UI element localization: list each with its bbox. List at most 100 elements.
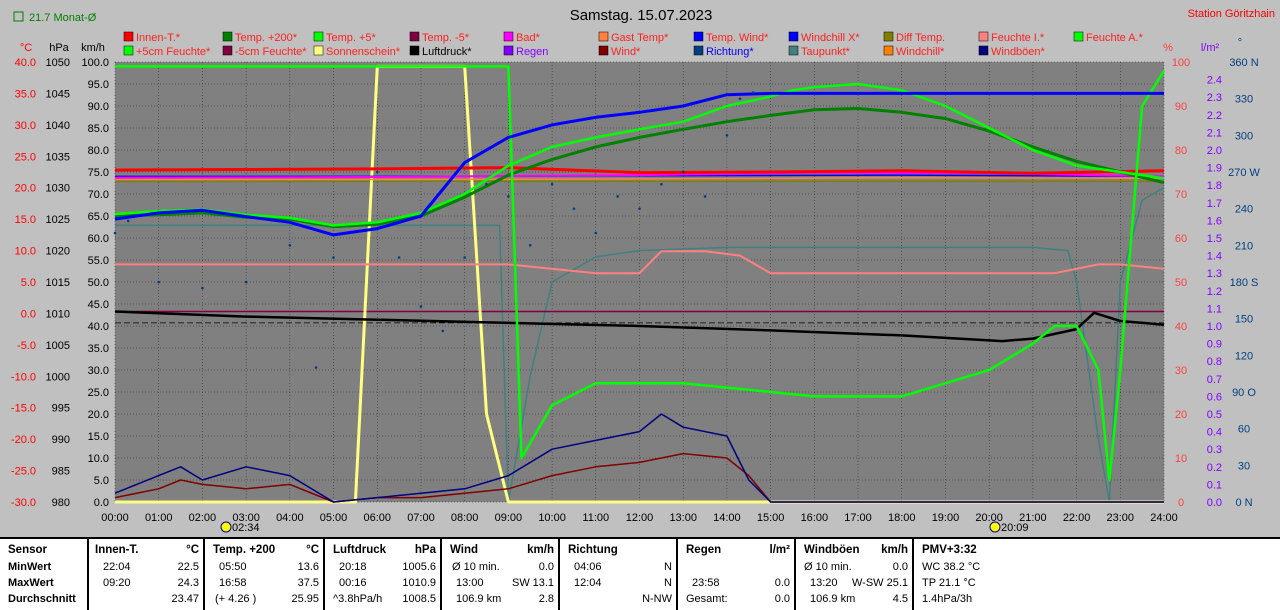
direction-tick-label: 120 <box>1235 350 1253 362</box>
direction-point <box>201 286 204 290</box>
statistics-table: Sensor MinWert MaxWert Durchschnitt Inne… <box>0 537 1280 610</box>
kmh-tick-label: 50.0 <box>88 277 109 289</box>
kmh-tick-label: 95.0 <box>88 79 109 91</box>
rain-tick-label: 1.7 <box>1207 198 1222 210</box>
kmh-tick-label: 80.0 <box>88 145 109 157</box>
legend-label: Diff Temp. <box>896 32 945 44</box>
time-tick-label: 07:00 <box>407 512 435 524</box>
stats-regen-max-time: 23:58 <box>692 577 720 589</box>
series-line-temp-5 <box>114 82 1165 227</box>
stats-wind-max: 13.1 <box>532 577 554 589</box>
stats-innen-min-time: 22:04 <box>103 561 131 573</box>
percent-tick-label: 10 <box>1175 453 1187 465</box>
series-line-wind <box>114 452 1164 503</box>
hpa-tick-label: 1030 <box>46 183 70 195</box>
stats-regen-header: Regen <box>686 544 722 556</box>
series-line-innen-t <box>114 166 1165 175</box>
kmh-tick-label: 90.0 <box>88 101 109 113</box>
rain-tick-label: 1.8 <box>1207 180 1222 192</box>
time-tick-label: 06:00 <box>363 512 391 524</box>
kmh-tick-label: 5.0 <box>94 475 109 487</box>
legend-swatch <box>409 45 420 56</box>
stats-wind-avg: 2.8 <box>538 593 554 605</box>
rain-tick-label: 1.1 <box>1207 303 1222 315</box>
legend-label: Windchill X* <box>801 32 860 44</box>
legend-label: -5cm Feuchte* <box>235 46 307 58</box>
kmh-tick-label: 45.0 <box>88 299 109 311</box>
stats-innen-unit: °C <box>186 544 199 556</box>
stats-luftdruck-unit: hPa <box>414 544 436 556</box>
time-tick-label: 15:00 <box>757 512 785 524</box>
kmh-tick-label: 35.0 <box>88 343 109 355</box>
legend-label: +5cm Feuchte* <box>136 46 211 58</box>
station-name: Station Göritzhain <box>1188 8 1275 20</box>
percent-tick-label: 90 <box>1175 101 1187 113</box>
hpa-tick-label: 1045 <box>46 88 70 100</box>
stats-temp-max: 37.5 <box>297 577 319 589</box>
celsius-tick-label: 30.0 <box>15 120 36 132</box>
axis-labels: 40.0 35.0 30.0 25.0 20.0 15.0 10.0 5.0 0.0 -5.0 -1… <box>11 57 1261 524</box>
stats-pmv-pressure-trend: 1.4hPa/3h <box>922 593 973 605</box>
stats-temp-min: 13.6 <box>297 561 319 573</box>
stats-regen-column: Regen l/m² 23:58 Gesamt: 0.0 0.0 <box>676 539 796 610</box>
stats-pmv-windchill: WC 38.2 °C <box>922 561 981 573</box>
rain-tick-label: 0.6 <box>1207 391 1222 403</box>
stats-boen-column: Windböen km/h Ø 10 min. 13:20 106.9 km W… <box>794 539 914 610</box>
stats-luftdruck-min: 1005.6 <box>402 561 436 573</box>
celsius-tick-label: 20.0 <box>15 183 36 195</box>
legend-swatch <box>313 45 324 56</box>
legend-swatch <box>313 31 324 42</box>
hpa-tick-label: 980 <box>52 497 70 509</box>
direction-point <box>550 182 554 186</box>
direction-point <box>126 219 130 223</box>
rain-tick-label: 1.3 <box>1207 268 1222 280</box>
rain-tick-label: 2.0 <box>1207 145 1222 157</box>
kmh-tick-label: 55.0 <box>88 255 109 267</box>
sunrise-time: 02:34 <box>232 522 260 534</box>
celsius-unit: °C <box>20 42 32 54</box>
series-layer <box>113 64 1166 504</box>
stats-luftdruck-column: Luftdruck hPa 20:18 00:16 ^3.8hPa/h 1005… <box>323 539 442 610</box>
legend-swatch <box>598 31 609 42</box>
legend-swatch <box>503 31 514 42</box>
series-line-temp-wind <box>114 91 1164 237</box>
legend-swatch <box>693 45 704 56</box>
stats-richtung-min: N <box>664 561 672 573</box>
time-tick-label: 08:00 <box>451 512 479 524</box>
legend-label: Regen <box>516 46 548 58</box>
kmh-tick-label: 25.0 <box>88 387 109 399</box>
hpa-tick-label: 995 <box>52 403 70 415</box>
rain-tick-label: 1.2 <box>1207 286 1222 298</box>
hpa-tick-label: 1050 <box>46 57 70 69</box>
series-line-feuchte-i <box>115 250 1165 275</box>
percent-tick-label: 20 <box>1175 409 1187 421</box>
sunset-time: 20:09 <box>1001 522 1029 534</box>
stats-temp-unit: °C <box>306 544 319 556</box>
legend-label: Temp. +200* <box>235 32 298 44</box>
legend-swatch <box>978 45 989 56</box>
stats-luftdruck-min-time: 20:18 <box>339 561 367 573</box>
kmh-tick-label: 65.0 <box>88 211 109 223</box>
direction-point <box>703 195 707 198</box>
legend-swatch <box>123 45 134 56</box>
legend-label: Temp. Wind* <box>706 32 769 44</box>
series-line-windb-en <box>114 413 1164 503</box>
legend-label: Temp. +5* <box>326 32 377 44</box>
stats-boen-min: 0.0 <box>892 561 908 573</box>
stats-row-label-min: MinWert <box>8 561 52 573</box>
grid <box>114 61 1165 503</box>
stats-boen-avg: 4.5 <box>892 593 908 605</box>
stats-regen-unit: l/m² <box>769 544 790 556</box>
sunrise-marker: 02:34 <box>220 521 260 534</box>
direction-point <box>681 170 685 174</box>
stats-innen-max-time: 09:20 <box>103 577 131 589</box>
rain-tick-label: 1.4 <box>1207 251 1222 263</box>
direction-point <box>397 256 401 259</box>
legend-label: Windböen* <box>991 46 1046 58</box>
celsius-tick-label: 0.0 <box>21 308 36 320</box>
stats-temp-avg: 25.95 <box>291 593 319 605</box>
celsius-tick-label: -5.0 <box>17 340 36 352</box>
stats-temp-header: Temp. +200 <box>213 544 276 556</box>
percent-unit: % <box>1163 42 1173 54</box>
legend-swatch <box>409 31 420 42</box>
